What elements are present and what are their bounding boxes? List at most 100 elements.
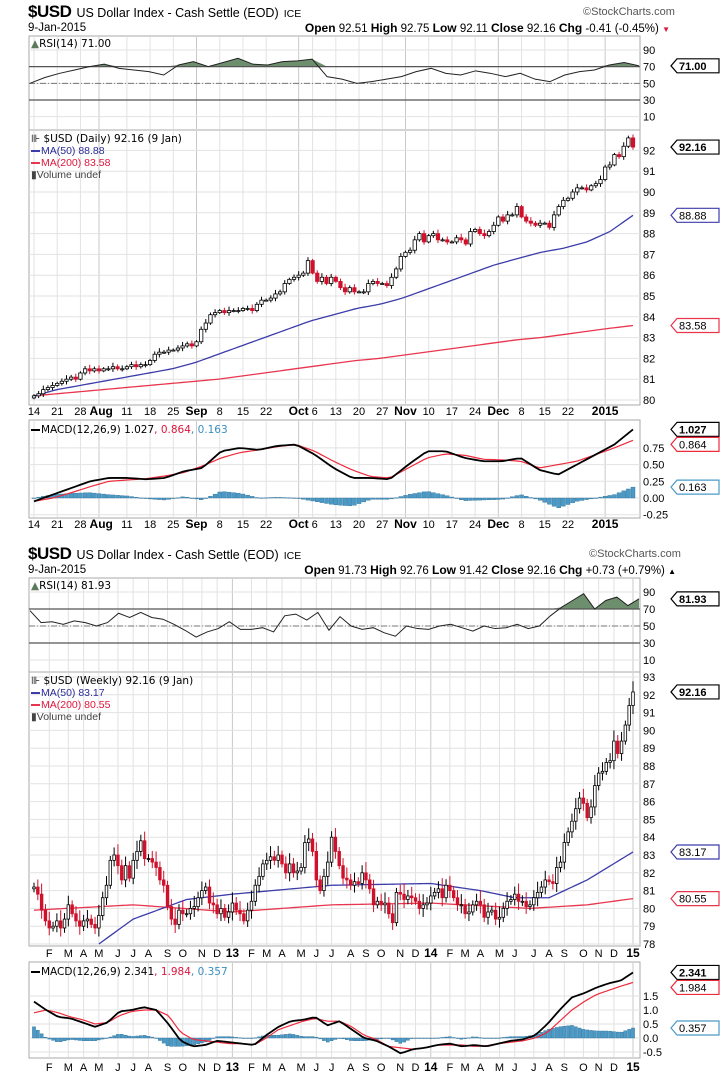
macd-histogram-bar (407, 494, 413, 499)
candle-body (612, 154, 617, 166)
rsi-axis-label: 70 (643, 62, 655, 74)
candle (93, 916, 97, 935)
candle (500, 214, 506, 224)
candle (87, 364, 92, 375)
candle (127, 861, 132, 882)
signal-label: , 0.864 (154, 424, 191, 436)
macd-histogram-bar (384, 497, 390, 500)
macd-histogram-bar (253, 1037, 258, 1039)
candle (431, 230, 436, 238)
candle-body (203, 886, 208, 891)
macd-histogram-bar (406, 1037, 410, 1041)
signal-value-tag-text: 0.864 (679, 439, 707, 451)
macd-histogram-bar (36, 496, 41, 499)
macd-histogram-bar (631, 1027, 635, 1039)
exchange: ICE (283, 8, 302, 20)
open-value: 91.73 (338, 565, 367, 577)
candle-body (551, 214, 557, 228)
macd-histogram-bar (425, 1037, 429, 1039)
candle-body (211, 902, 216, 906)
candle-body (175, 347, 181, 351)
candle (230, 892, 235, 921)
candle (236, 307, 241, 314)
candle (435, 229, 441, 244)
price-value-tag: 92.16 (670, 684, 720, 700)
macd-histogram-bar (467, 1037, 471, 1039)
candle-body (352, 287, 357, 293)
candle-body (92, 368, 97, 372)
macd-histogram-bar (110, 494, 116, 499)
candle (535, 881, 540, 907)
candle (276, 845, 280, 868)
candle-body (238, 909, 242, 915)
price-axis-label: 78 (643, 939, 655, 951)
macd-histogram-bar (428, 1037, 433, 1039)
candle (89, 914, 93, 928)
candle (413, 893, 418, 905)
price-axis-label: 93 (643, 672, 655, 684)
candle-body (490, 909, 494, 913)
x-axis-tick-label: O (377, 1062, 386, 1074)
candle (329, 831, 334, 867)
candle-body (623, 724, 628, 742)
candle-body (78, 372, 83, 380)
candle (250, 304, 255, 314)
candle-body (607, 164, 612, 168)
candle-body (101, 368, 106, 372)
candle (51, 921, 55, 932)
macd-histogram-bar (287, 497, 292, 499)
macd-histogram-bar (593, 1030, 597, 1039)
candle-body (491, 224, 496, 232)
candle (284, 856, 288, 879)
x-axis-tick-label: M (262, 1062, 271, 1074)
macd-histogram-bar (547, 1029, 551, 1039)
candle (217, 308, 222, 314)
candle (375, 896, 380, 909)
candle (360, 865, 364, 890)
x-axis-tick-label: Nov (394, 404, 417, 418)
macd-histogram-bar (551, 1028, 555, 1039)
macd-legend: MACD(12,26,9) 1.027, 0.864, 0.163 (31, 424, 228, 436)
candle-body (366, 283, 371, 293)
candle-body (394, 268, 399, 278)
price-axis-label: 83 (643, 850, 655, 862)
macd-histogram-bar (459, 1037, 464, 1040)
candle (558, 856, 563, 873)
price-axis-label: 82 (643, 353, 655, 365)
candle-body (62, 918, 67, 929)
macd-histogram-bar (451, 1037, 456, 1039)
macd-histogram-bar (566, 1025, 570, 1039)
candle-body (93, 924, 97, 929)
candle (315, 270, 320, 284)
macd-histogram-bar (463, 1037, 467, 1039)
candle-body (593, 785, 597, 808)
macd-histogram-bar (157, 497, 162, 500)
candle (82, 365, 88, 376)
x-axis-tick-label: J (512, 948, 518, 960)
candle-body (616, 154, 622, 158)
x-axis-tick-label: M (461, 1062, 470, 1074)
macd-histogram-bar (435, 493, 441, 499)
x-axis-tick-label: J (512, 1062, 518, 1074)
macd-histogram-bar (127, 1035, 132, 1039)
candle-body (444, 884, 448, 899)
candle-body (561, 199, 566, 207)
macd-histogram-bar (352, 497, 357, 506)
price-axis-label: 80 (643, 395, 655, 407)
macd-histogram-bar (58, 1037, 63, 1042)
macd-histogram-bar (512, 1036, 517, 1039)
macd-histogram-bar (619, 1031, 624, 1039)
volume-legend: ▮Volume undef (31, 169, 182, 181)
candle-body (524, 216, 529, 222)
macd-histogram-bar (306, 1036, 311, 1039)
ma50-value-tag-text: 88.88 (679, 210, 707, 222)
candle (510, 212, 515, 217)
candle-body (448, 884, 452, 892)
macd-histogram-bar (219, 1036, 223, 1039)
candle-body (547, 879, 551, 883)
x-axis-tick-label: 22 (562, 519, 574, 531)
change-value: +0.73 (+0.79%) (585, 565, 665, 577)
candle-body (69, 376, 74, 380)
weekly-title: $USD US Dollar Index - Cash Settle (EOD)… (28, 544, 301, 566)
candle (69, 374, 74, 381)
